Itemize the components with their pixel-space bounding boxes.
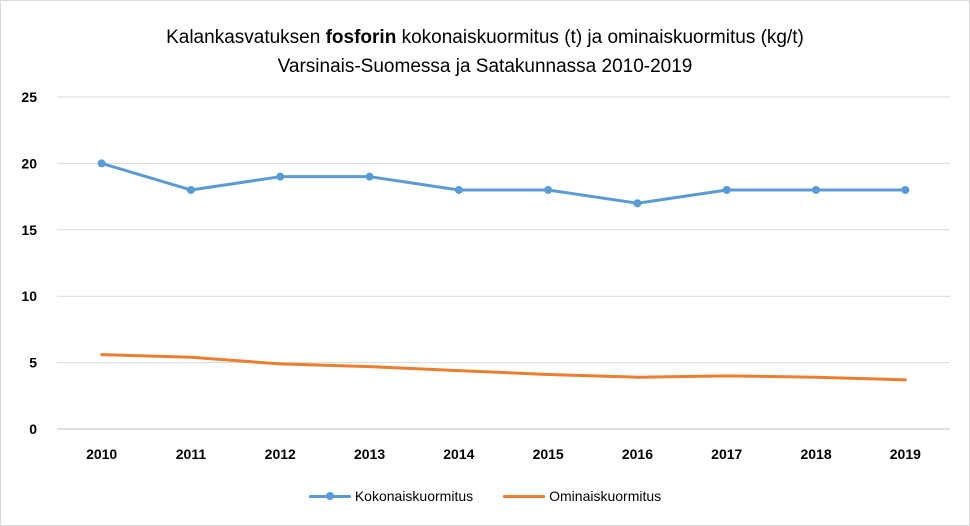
data-point-series-1 bbox=[186, 185, 195, 194]
series-lines bbox=[97, 159, 910, 382]
data-point-series-1 bbox=[722, 185, 731, 194]
y-tick-label: 15 bbox=[21, 222, 37, 238]
y-tick-label: 25 bbox=[21, 89, 37, 105]
legend-label-series-1: Kokonaiskuormitus bbox=[354, 488, 474, 504]
chart-title-line-2: Varsinais-Suomessa ja Satakunnassa 2010-… bbox=[277, 56, 693, 77]
data-point-series-1 bbox=[276, 172, 285, 181]
legend-item-series-1: Kokonaiskuormitus bbox=[308, 488, 474, 504]
y-tick-label: 20 bbox=[21, 155, 37, 171]
x-tick-label: 2017 bbox=[711, 446, 742, 462]
y-axis-ticks: 0 5 10 15 20 25 bbox=[21, 89, 37, 437]
data-point-series-1 bbox=[901, 185, 910, 194]
legend-label-series-2: Ominaiskuormitus bbox=[549, 488, 662, 504]
data-point-series-1 bbox=[633, 199, 642, 208]
data-point-series-1 bbox=[544, 185, 553, 194]
series-line-1 bbox=[100, 161, 907, 205]
x-tick-label: 2018 bbox=[800, 446, 831, 462]
x-axis-ticks: 2010 2011 2012 2013 2014 2015 2016 2017 2018 2019 bbox=[86, 446, 921, 462]
chart-legend: Kokonaiskuormitus Ominaiskuormitus bbox=[0, 486, 970, 506]
data-point-series-1 bbox=[812, 185, 821, 194]
gridlines bbox=[57, 96, 950, 430]
x-tick-label: 2010 bbox=[86, 446, 117, 462]
data-point-series-1 bbox=[454, 185, 463, 194]
chart-title-bold-word: fosforin bbox=[325, 27, 397, 48]
legend-swatch-series-1 bbox=[308, 489, 351, 503]
data-point-series-1 bbox=[97, 159, 106, 168]
x-tick-label: 2019 bbox=[890, 446, 921, 462]
legend-item-series-2: Ominaiskuormitus bbox=[503, 488, 661, 504]
y-tick-label: 5 bbox=[29, 355, 37, 371]
y-tick-label: 10 bbox=[21, 288, 37, 304]
legend-swatch-series-2 bbox=[503, 489, 546, 503]
x-tick-label: 2014 bbox=[443, 446, 474, 462]
x-tick-label: 2011 bbox=[176, 446, 207, 462]
y-tick-label: 0 bbox=[29, 421, 37, 437]
x-tick-label: 2015 bbox=[533, 446, 564, 462]
data-point-series-1 bbox=[365, 172, 374, 181]
x-tick-label: 2012 bbox=[265, 446, 296, 462]
chart-title-line-1: Kalankasvatuksen fosforin kokonaiskuormi… bbox=[166, 27, 804, 48]
x-tick-label: 2016 bbox=[622, 446, 653, 462]
x-tick-label: 2013 bbox=[354, 446, 385, 462]
series-line-2 bbox=[100, 353, 907, 382]
